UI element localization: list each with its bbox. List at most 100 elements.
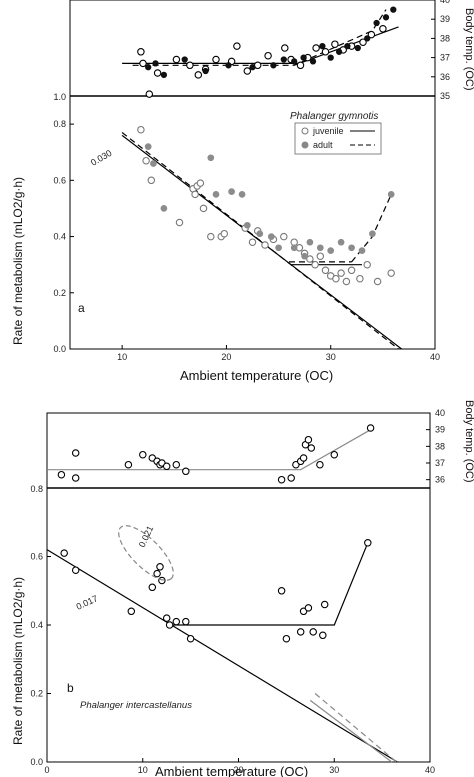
panel-a-point [342,277,351,286]
panel-b-top-point [277,475,286,484]
panel-b-point [165,621,174,629]
panel-b-x-tick-label: 10 [138,765,148,775]
panel-a-point [290,238,298,246]
panel-b: 36 37 38 39 40 0 10 20 30 40 0.0 0.2 0.4 0.6 0.021 0… [30,408,445,775]
panel-a-point [248,238,257,246]
panel-a-point [137,125,145,134]
panel-a-point [311,260,319,269]
panel-b-top-point [304,435,313,444]
panel-a-legend: Phalanger gymnotis juvenile adult [290,111,382,155]
panel-b-point [304,604,313,612]
panel-a-top-point [145,64,152,71]
panel-a-top-point [309,58,317,65]
panel-a-top-point [300,54,307,61]
panel-b-point [364,539,372,547]
panel-a-x-tick-label: 10 [117,352,127,362]
panel-a-top-point [291,58,298,65]
panel-b-point [153,569,161,578]
panel-a-top-point [364,35,371,42]
panel-a-top-point [382,14,390,21]
legend-juvenile-marker [301,127,309,135]
panel-a-top-point [327,54,334,61]
panel-b-top-point [162,462,171,471]
panel-a-point [321,266,330,275]
panel-a-fit-line-extension [290,264,402,350]
panel-b-top-point [172,460,181,469]
panel-b-y-tick-label: 0.6 [30,552,43,562]
panel-a-top-point [160,71,168,79]
panel-a-fit-line [121,134,362,266]
panel-a-point [337,269,345,277]
panel-a-top-point [145,90,154,98]
panel-a-top-point [281,44,289,52]
panel-b-point [296,628,305,636]
panel-a-point [348,244,355,252]
panel-a-top-y-tick-label: 39 [440,14,450,24]
panel-b-top-y-tick-label: 40 [435,408,445,418]
panel-b-point [162,614,171,622]
panel-b-top-point [124,460,133,469]
panel-a-point [337,238,345,246]
panel-a-label: a [78,301,85,315]
panel-b-top-y-tick-label: 39 [435,425,445,435]
panel-b-top-point [57,470,66,479]
panel-a-point [327,247,335,254]
panel-b-point [60,549,68,557]
panel-a-point [147,176,156,185]
panel-a-point [301,252,308,260]
panel-a-top-y-tick-label: 40 [440,0,450,5]
panel-a-top-point [153,69,162,77]
panel-a-point [387,191,395,198]
panel-a-x-tick-label: 40 [430,352,440,362]
panel-a-top-y-tick-label: 35 [440,91,450,101]
panel-b-point [277,587,286,595]
panel-a-x-tick-label: 20 [221,352,231,362]
panel-a-top-point [319,42,326,50]
panel-a-top-point [379,25,387,33]
panel-b-x-tick-label: 20 [233,765,243,775]
panel-a-top-y-tick-label: 37 [440,53,450,63]
panel-a-top-point [367,30,376,39]
panel-b-top-fit-line [47,429,371,471]
panel-a-top-point [186,61,194,70]
panel-b-fit-line [171,542,369,626]
panel-b-top-point [330,450,339,459]
panel-b-top-point [139,450,147,459]
panel-a-y-tick-label: 0.4 [53,232,66,242]
panel-b-metabolism-plot: 0 10 20 30 40 0.0 0.2 0.4 0.6 [30,539,435,775]
panel-a-point [387,269,395,277]
panel-a-top-point [354,44,361,52]
panel-a-top-point [212,55,220,64]
panel-a-point [256,230,264,238]
panel-a-point [150,160,157,167]
panel-a-point [267,233,275,240]
legend-juvenile-label: juvenile [312,126,344,136]
panel-a-top-left-tick: 1.0 [53,92,66,102]
panel-a-top-point [172,55,181,64]
panel-a-point [207,232,215,241]
panel-a: 35 36 37 38 39 40 10 20 30 40 0.0 0.2 0.4 0.6 0.8 Pha… [53,0,450,362]
panel-a-body-temp-plot: 35 36 37 38 39 40 [122,0,450,101]
panel-b-top-point [287,474,295,482]
panel-b-point [156,563,164,571]
panel-a-point [369,230,376,238]
panel-b-x-tick-label: 0 [44,765,49,775]
panel-a-point [207,154,215,162]
panel-a-metabolism-plot: 10 20 30 40 0.0 0.2 0.4 0.6 0.8 [53,119,440,362]
panel-b-top-point [71,474,80,482]
panel-b-top-point [71,449,80,457]
panel-a-point [142,156,150,165]
panel-a-top-point [225,62,232,69]
panel-a-top-point [331,40,339,48]
panel-a-point [332,274,340,283]
panel-b-point [186,634,195,643]
panel-b-y-axis-label: Rate of metabolism (mLO2/g·h) [11,577,25,745]
panel-a-y-tick-label: 0.8 [53,119,66,129]
panel-a-top-point [296,61,305,70]
panel-a-point [363,260,371,269]
panel-a-point [191,190,199,199]
panel-a-point [228,188,235,195]
species-b-title: Phalanger intercastellanus [80,700,192,711]
panel-b-label: b [67,681,74,695]
panel-b-top-point [299,454,308,462]
